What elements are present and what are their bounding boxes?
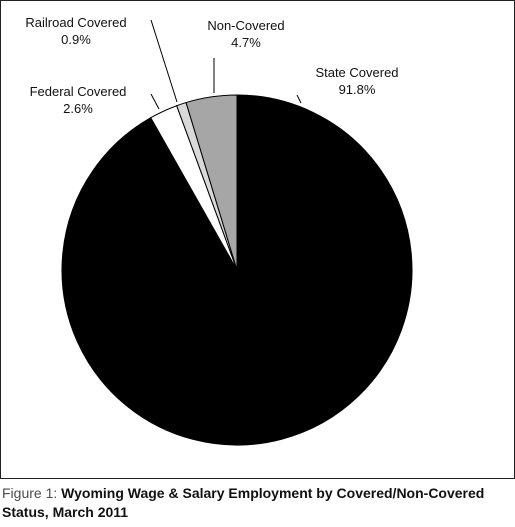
- slice-value-label: 2.6%: [63, 101, 93, 116]
- slice-label: Non-Covered: [207, 18, 284, 33]
- slice-label: Federal Covered: [30, 84, 127, 99]
- figure-caption: Figure 1: Wyoming Wage & Salary Employme…: [2, 484, 512, 522]
- leader-line: [150, 93, 160, 110]
- slice-value-label: 91.8%: [339, 82, 376, 97]
- leader-line: [150, 19, 178, 103]
- figure-title: Wyoming Wage & Salary Employment by Cove…: [2, 485, 485, 520]
- figure-number: Figure 1:: [2, 485, 58, 501]
- slice-value-label: 4.7%: [231, 35, 261, 50]
- chart-frame: State Covered 91.8% Federal Covered 2.6% Rai…: [0, 0, 515, 479]
- pie-slice-non-covered: [185, 94, 238, 271]
- slice-label: State Covered: [315, 65, 398, 80]
- leader-line: [296, 94, 302, 104]
- slice-value-label: 0.9%: [61, 32, 91, 47]
- pie-chart: State Covered 91.8% Federal Covered 2.6% Rai…: [25, 15, 413, 446]
- slice-label: Railroad Covered: [25, 15, 126, 30]
